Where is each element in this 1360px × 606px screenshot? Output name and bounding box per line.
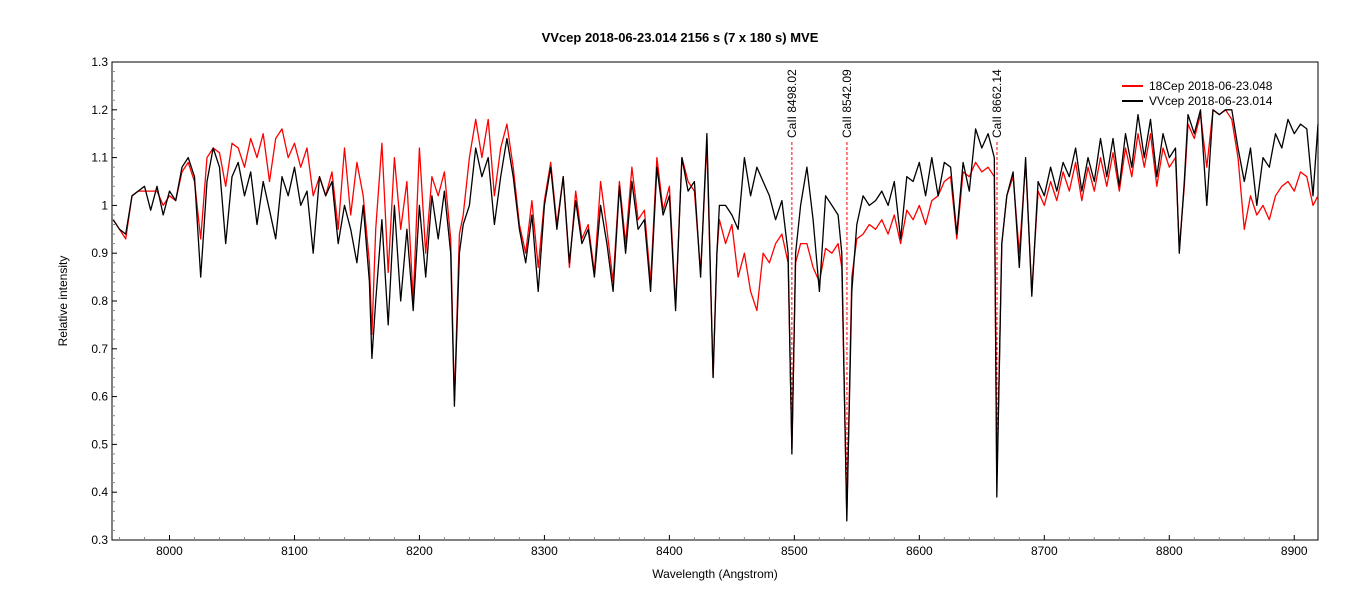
y-tick-label: 0.6	[91, 390, 108, 404]
y-tick-label: 0.8	[91, 294, 108, 308]
legend-label-vvcep: VVcep 2018-06-23.014	[1149, 94, 1273, 108]
y-tick-label: 0.4	[91, 485, 108, 499]
y-axis-label: Relative intensity	[56, 256, 70, 347]
y-tick-label: 1.2	[91, 103, 108, 117]
annotation-label: CaII 8662.14	[990, 69, 1004, 138]
chart-title: VVcep 2018-06-23.014 2156 s (7 x 180 s) …	[542, 30, 819, 45]
x-tick-label: 8200	[406, 544, 433, 558]
annotation-label: CaII 8542.09	[840, 69, 854, 138]
y-tick-label: 1.3	[91, 55, 108, 69]
y-tick-label: 0.7	[91, 342, 108, 356]
y-tick-label: 1	[101, 198, 108, 212]
x-tick-label: 8600	[906, 544, 933, 558]
y-tick-label: 0.5	[91, 437, 108, 451]
y-tick-label: 1.1	[91, 151, 108, 165]
x-tick-label: 8300	[531, 544, 558, 558]
legend: 18Cep 2018-06-23.048 VVcep 2018-06-23.01…	[1122, 79, 1273, 108]
x-tick-label: 8400	[656, 544, 683, 558]
x-tick-label: 8100	[281, 544, 308, 558]
legend-label-18cep: 18Cep 2018-06-23.048	[1149, 79, 1273, 93]
series-group	[112, 109, 1319, 522]
x-axis: 8000 8100 8200 8300 8400 8500 8600 8700 8800 8900	[118, 535, 1308, 558]
line-annotations: CaII 8498.02 CaII 8542.09 CaII 8662.14	[785, 69, 1004, 521]
y-tick-label: 0.3	[91, 533, 108, 547]
y-axis: 0.3 0.4 0.5 0.6 0.7 0.8 0.9 1 1.1 1.2 1.3	[91, 55, 117, 547]
x-tick-label: 8700	[1031, 544, 1058, 558]
x-axis-label: Wavelength (Angstrom)	[652, 567, 778, 581]
annotation-label: CaII 8498.02	[785, 69, 799, 138]
y-tick-label: 0.9	[91, 246, 108, 260]
x-tick-label: 8000	[156, 544, 183, 558]
x-tick-label: 8500	[781, 544, 808, 558]
series-line-vvcep	[112, 109, 1319, 522]
x-tick-label: 8900	[1281, 544, 1308, 558]
x-tick-label: 8800	[1156, 544, 1183, 558]
